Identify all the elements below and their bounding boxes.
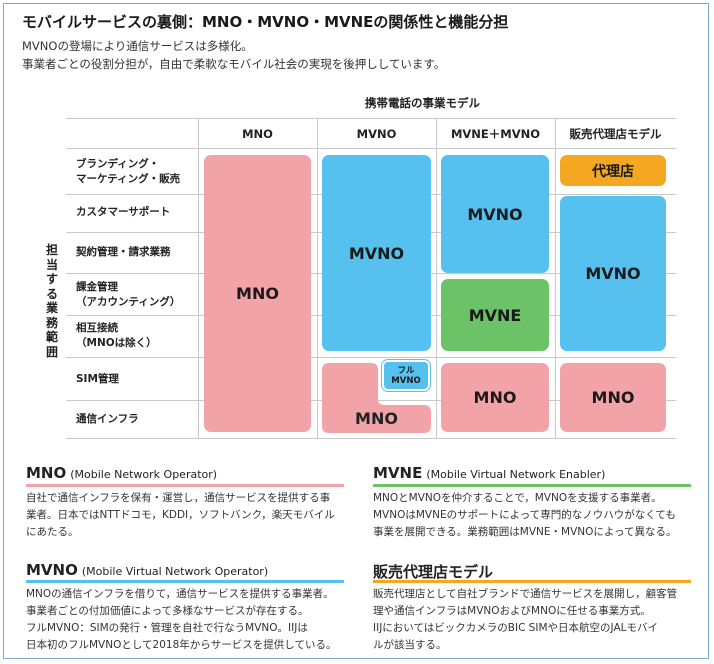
block-mno-sim-infra <box>322 363 431 433</box>
block-label: MVNO <box>348 243 405 263</box>
page-title: モバイルサービスの裏側：MNO・MVNO・MVNEの関係性と機能分担 <box>22 13 509 31</box>
grid-col-line <box>317 118 318 438</box>
section-title-mvne: MVNE (Mobile Virtual Network Enabler) <box>373 464 605 482</box>
outer-frame <box>3 3 709 659</box>
section-title-text: 販売代理店モデル <box>373 563 494 581</box>
block-mvno: MVNO <box>322 155 431 351</box>
section-underline-agency <box>373 580 691 583</box>
row-label-infra: 通信インフラ <box>76 413 139 425</box>
section-title-text: MNO <box>26 464 67 482</box>
block-mno-full: MNO <box>204 155 311 432</box>
section-body-mvne: MNOとMVNOを仲介することで，MVNOを支援する事業者。 MVNOはMVNE… <box>373 492 677 538</box>
grid-col-line <box>198 118 199 438</box>
column-header-mno: MNO <box>242 127 273 141</box>
row-label-branding: ブランディング・ マーケティング・販売 <box>76 158 181 185</box>
block-mno-mvne-model: MNO <box>441 363 549 432</box>
section-underline-mvne <box>373 484 691 487</box>
column-header-mvne-mvno: MVNE＋MVNO <box>450 127 541 141</box>
block-agency: 代理店 <box>560 155 666 186</box>
block-label: MVNO <box>467 204 523 224</box>
row-label-interconnect: 相互接続 （MNOは除く） <box>76 322 157 349</box>
intro-line-1: MVNOの登場により通信サービスは多様化。 <box>22 39 253 53</box>
section-body-mno: 自社で通信インフラを保有・運営し，通信サービスを提供する事 業者。日本ではNTT… <box>26 492 335 538</box>
section-body-mvno: MNOの通信インフラを借りて，通信サービスを提供する事業者。 事業者ごとの付加価… <box>26 588 337 651</box>
section-title-mvno: MVNO (Mobile Virtual Network Operator) <box>26 561 268 579</box>
section-subtitle: (Mobile Network Operator) <box>70 468 218 481</box>
section-underline-mno <box>26 484 344 487</box>
block-label: MVNO <box>585 264 641 283</box>
grid-col-line <box>555 118 556 438</box>
block-mno-agency-model: MNO <box>560 363 666 432</box>
block-mno-label: MNO <box>355 409 398 428</box>
row-label-support: カスタマーサポート <box>76 206 171 218</box>
block-label: MVNE <box>468 305 522 325</box>
axis-label-scope: 担当する業務範囲 <box>45 243 58 359</box>
section-subtitle: (Mobile Virtual Network Enabler) <box>426 468 606 481</box>
section-underline-mvno <box>26 580 344 583</box>
intro-line-2: 事業者ごとの役割分担が，自由で柔軟なモバイル社会の実現を後押ししています。 <box>22 57 446 71</box>
row-label-contract: 契約管理・請求業務 <box>76 246 171 258</box>
section-title-agency: 販売代理店モデル <box>373 561 497 582</box>
block-label: MNO <box>236 284 279 303</box>
block-mvno-agency-model: MVNO <box>560 196 666 351</box>
block-label: MNO <box>591 388 635 407</box>
block-label: 代理店 <box>592 163 634 180</box>
section-subtitle: (Mobile Virtual Network Operator) <box>81 565 269 578</box>
grid-top-line <box>66 118 676 119</box>
block-mvne: MVNE <box>441 279 549 351</box>
block-mvno-mvne-model: MVNO <box>441 155 549 273</box>
section-title-text: MVNE <box>373 464 423 482</box>
badge-full-mvno: フル MVNO <box>382 360 430 391</box>
row-label-sim: SIM管理 <box>76 373 119 385</box>
section-title-mno: MNO (Mobile Network Operator) <box>26 464 217 482</box>
grid-col-line <box>436 118 437 438</box>
grid-row-line <box>66 357 676 358</box>
row-label-accounting: 課金管理 （アカウンティング） <box>76 281 181 308</box>
section-body-agency: 販売代理店として自社ブランドで通信サービスを展開し，顧客管 理や通信インフラはM… <box>373 588 678 651</box>
model-title: 携帯電話の事業モデル <box>365 96 480 110</box>
column-header-agency: 販売代理店モデル <box>569 127 662 141</box>
block-label: MNO <box>473 388 517 407</box>
section-title-text: MVNO <box>26 561 78 579</box>
grid-header-line <box>66 148 676 149</box>
column-header-mvno: MVNO <box>356 127 397 141</box>
grid-bottom-line <box>66 438 676 439</box>
